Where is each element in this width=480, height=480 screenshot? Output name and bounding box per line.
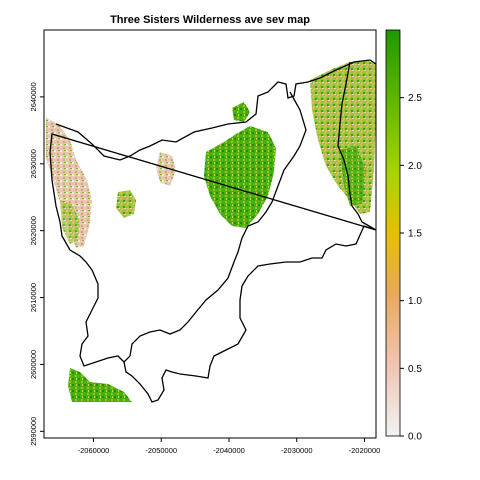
y-tick-label: 2590000 bbox=[29, 417, 38, 446]
wilderness-boundary-inner bbox=[123, 91, 307, 363]
raster-patch-west-small bbox=[156, 152, 176, 186]
x-tick-label: -2040000 bbox=[213, 446, 245, 455]
x-axis: -2060000 -2050000 -2040000 -2030000 -2020000 bbox=[78, 438, 381, 455]
wilderness-boundary bbox=[49, 59, 377, 403]
legend-tick-label: 0.5 bbox=[408, 364, 422, 375]
legend: 0.0 0.5 1.0 1.5 2.0 2.5 bbox=[385, 29, 422, 443]
legend-color-bar bbox=[385, 29, 401, 437]
raster-patch-west-mid bbox=[116, 190, 136, 218]
map-frame bbox=[43, 29, 377, 439]
x-tick-label: -2060000 bbox=[78, 446, 110, 455]
y-tick-label: 2640000 bbox=[29, 82, 38, 111]
raster-patch-west bbox=[46, 118, 92, 248]
legend-tick-label: 1.0 bbox=[408, 296, 422, 307]
raster-patch-south bbox=[68, 368, 132, 402]
y-tick-label: 2630000 bbox=[29, 149, 38, 178]
legend-tick-label: 0.0 bbox=[408, 432, 422, 443]
severity-raster bbox=[46, 60, 376, 402]
y-tick-label: 2620000 bbox=[29, 216, 38, 245]
y-axis: 2590000 2600000 2610000 2620000 2630000 26400… bbox=[29, 82, 44, 446]
y-tick-label: 2610000 bbox=[29, 283, 38, 312]
legend-ticks: 0.0 0.5 1.0 1.5 2.0 2.5 bbox=[400, 93, 422, 443]
legend-tick-label: 2.5 bbox=[408, 93, 422, 104]
raster-patch-east bbox=[310, 60, 376, 214]
x-tick-label: -2050000 bbox=[145, 446, 177, 455]
map-title: Three Sisters Wilderness ave sev map bbox=[110, 14, 310, 26]
x-tick-label: -2030000 bbox=[281, 446, 313, 455]
legend-tick-label: 2.0 bbox=[408, 161, 422, 172]
legend-tick-label: 1.5 bbox=[408, 229, 422, 240]
raster-patch-central-top bbox=[232, 102, 250, 122]
raster-patch-west-green bbox=[60, 200, 80, 244]
x-tick-label: -2020000 bbox=[349, 446, 381, 455]
wilderness-boundary-east-line bbox=[337, 61, 377, 231]
raster-patch-east-green bbox=[340, 146, 366, 206]
raster-patch-central bbox=[204, 126, 276, 228]
y-tick-label: 2600000 bbox=[29, 350, 38, 379]
